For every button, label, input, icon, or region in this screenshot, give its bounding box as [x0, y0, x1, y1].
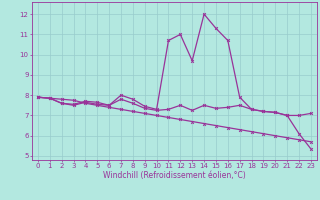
X-axis label: Windchill (Refroidissement éolien,°C): Windchill (Refroidissement éolien,°C)	[103, 171, 246, 180]
